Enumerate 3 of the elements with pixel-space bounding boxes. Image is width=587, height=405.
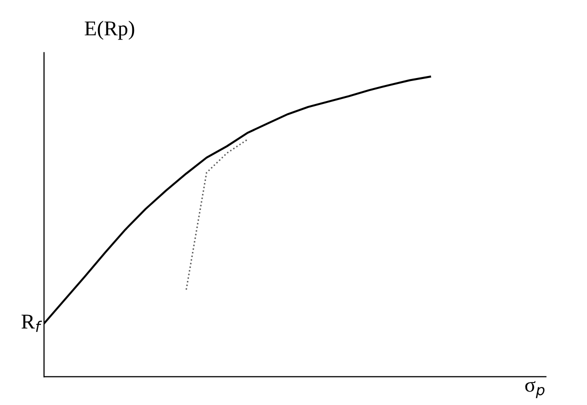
y-axis-title: E(Rp) bbox=[84, 20, 134, 40]
annotation: R$_{f}$ bbox=[22, 314, 42, 332]
x-axis-title: σ$_{p}$ bbox=[525, 381, 544, 398]
